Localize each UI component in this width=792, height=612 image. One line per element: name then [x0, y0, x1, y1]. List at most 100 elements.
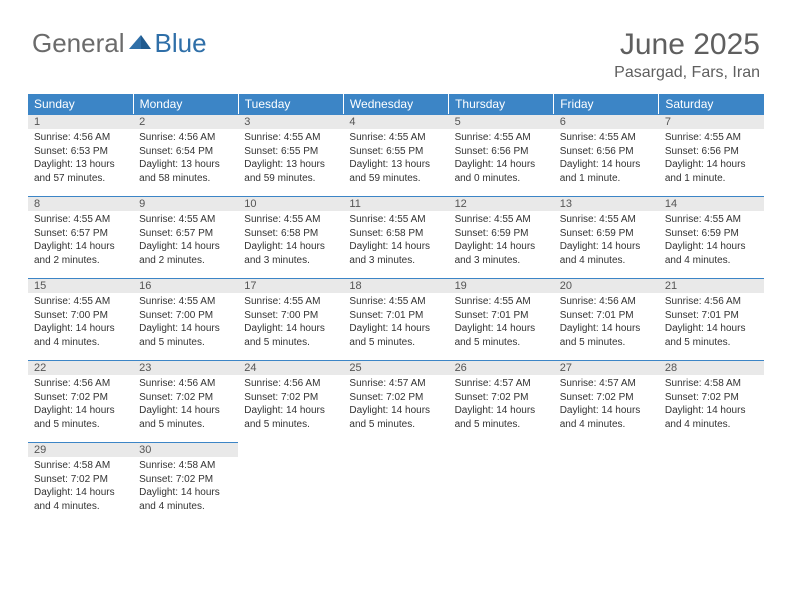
calendar-cell: 2Sunrise: 4:56 AMSunset: 6:54 PMDaylight… [133, 114, 238, 196]
sunrise-line: Sunrise: 4:55 AM [455, 131, 548, 145]
day-body: Sunrise: 4:55 AMSunset: 6:56 PMDaylight:… [659, 129, 764, 189]
day-number: 4 [343, 114, 448, 129]
sunset-line: Sunset: 7:02 PM [244, 391, 337, 405]
daylight-line: Daylight: 14 hours and 5 minutes. [139, 404, 232, 431]
calendar-cell: 18Sunrise: 4:55 AMSunset: 7:01 PMDayligh… [343, 278, 448, 360]
calendar-cell [343, 442, 448, 524]
calendar-cell: 26Sunrise: 4:57 AMSunset: 7:02 PMDayligh… [449, 360, 554, 442]
day-number: 19 [449, 278, 554, 293]
day-number: 12 [449, 196, 554, 211]
daylight-line: Daylight: 14 hours and 4 minutes. [560, 404, 653, 431]
sunrise-line: Sunrise: 4:55 AM [665, 213, 758, 227]
sunset-line: Sunset: 7:02 PM [665, 391, 758, 405]
day-number: 24 [238, 360, 343, 375]
daylight-line: Daylight: 14 hours and 4 minutes. [665, 404, 758, 431]
sunrise-line: Sunrise: 4:56 AM [665, 295, 758, 309]
day-number: 11 [343, 196, 448, 211]
calendar-cell: 1Sunrise: 4:56 AMSunset: 6:53 PMDaylight… [28, 114, 133, 196]
day-body: Sunrise: 4:58 AMSunset: 7:02 PMDaylight:… [659, 375, 764, 435]
calendar-cell [238, 442, 343, 524]
calendar-cell: 22Sunrise: 4:56 AMSunset: 7:02 PMDayligh… [28, 360, 133, 442]
sunset-line: Sunset: 6:59 PM [455, 227, 548, 241]
calendar-row: 1Sunrise: 4:56 AMSunset: 6:53 PMDaylight… [28, 114, 764, 196]
calendar-cell: 20Sunrise: 4:56 AMSunset: 7:01 PMDayligh… [554, 278, 659, 360]
day-body: Sunrise: 4:57 AMSunset: 7:02 PMDaylight:… [554, 375, 659, 435]
sunrise-line: Sunrise: 4:58 AM [34, 459, 127, 473]
weekday-header: Saturday [659, 94, 764, 114]
day-body: Sunrise: 4:55 AMSunset: 6:55 PMDaylight:… [238, 129, 343, 189]
day-body: Sunrise: 4:55 AMSunset: 6:56 PMDaylight:… [449, 129, 554, 189]
sunrise-line: Sunrise: 4:55 AM [349, 295, 442, 309]
sunset-line: Sunset: 7:02 PM [455, 391, 548, 405]
daylight-line: Daylight: 14 hours and 5 minutes. [455, 404, 548, 431]
sunset-line: Sunset: 6:58 PM [349, 227, 442, 241]
sunrise-line: Sunrise: 4:55 AM [244, 213, 337, 227]
daylight-line: Daylight: 14 hours and 5 minutes. [560, 322, 653, 349]
sunrise-line: Sunrise: 4:57 AM [560, 377, 653, 391]
sunset-line: Sunset: 7:02 PM [34, 391, 127, 405]
sunset-line: Sunset: 7:01 PM [665, 309, 758, 323]
sunset-line: Sunset: 6:57 PM [34, 227, 127, 241]
daylight-line: Daylight: 14 hours and 5 minutes. [665, 322, 758, 349]
calendar-cell: 28Sunrise: 4:58 AMSunset: 7:02 PMDayligh… [659, 360, 764, 442]
calendar-cell: 13Sunrise: 4:55 AMSunset: 6:59 PMDayligh… [554, 196, 659, 278]
sunset-line: Sunset: 6:53 PM [34, 145, 127, 159]
day-number: 2 [133, 114, 238, 129]
sunrise-line: Sunrise: 4:55 AM [560, 131, 653, 145]
daylight-line: Daylight: 14 hours and 4 minutes. [34, 486, 127, 513]
day-number: 28 [659, 360, 764, 375]
day-number: 13 [554, 196, 659, 211]
day-body: Sunrise: 4:55 AMSunset: 6:58 PMDaylight:… [238, 211, 343, 271]
day-number: 10 [238, 196, 343, 211]
location-text: Pasargad, Fars, Iran [614, 64, 760, 82]
daylight-line: Daylight: 14 hours and 5 minutes. [455, 322, 548, 349]
day-number: 23 [133, 360, 238, 375]
day-number: 14 [659, 196, 764, 211]
sunset-line: Sunset: 7:00 PM [244, 309, 337, 323]
day-number: 17 [238, 278, 343, 293]
day-number: 20 [554, 278, 659, 293]
sunset-line: Sunset: 7:02 PM [34, 473, 127, 487]
calendar-cell: 29Sunrise: 4:58 AMSunset: 7:02 PMDayligh… [28, 442, 133, 524]
calendar-cell: 27Sunrise: 4:57 AMSunset: 7:02 PMDayligh… [554, 360, 659, 442]
daylight-line: Daylight: 14 hours and 1 minute. [560, 158, 653, 185]
calendar-cell: 9Sunrise: 4:55 AMSunset: 6:57 PMDaylight… [133, 196, 238, 278]
day-number: 27 [554, 360, 659, 375]
daylight-line: Daylight: 14 hours and 3 minutes. [349, 240, 442, 267]
sunrise-line: Sunrise: 4:55 AM [244, 131, 337, 145]
daylight-line: Daylight: 13 hours and 58 minutes. [139, 158, 232, 185]
day-body: Sunrise: 4:55 AMSunset: 6:59 PMDaylight:… [554, 211, 659, 271]
daylight-line: Daylight: 14 hours and 4 minutes. [560, 240, 653, 267]
sunset-line: Sunset: 6:56 PM [665, 145, 758, 159]
weekday-header-row: SundayMondayTuesdayWednesdayThursdayFrid… [28, 94, 764, 114]
calendar-cell: 25Sunrise: 4:57 AMSunset: 7:02 PMDayligh… [343, 360, 448, 442]
day-body: Sunrise: 4:55 AMSunset: 7:00 PMDaylight:… [28, 293, 133, 353]
calendar-cell: 7Sunrise: 4:55 AMSunset: 6:56 PMDaylight… [659, 114, 764, 196]
sunset-line: Sunset: 7:02 PM [560, 391, 653, 405]
sunrise-line: Sunrise: 4:56 AM [34, 377, 127, 391]
day-body: Sunrise: 4:55 AMSunset: 6:55 PMDaylight:… [343, 129, 448, 189]
calendar-row: 29Sunrise: 4:58 AMSunset: 7:02 PMDayligh… [28, 442, 764, 524]
sunrise-line: Sunrise: 4:55 AM [560, 213, 653, 227]
weekday-header: Tuesday [238, 94, 343, 114]
calendar-cell: 10Sunrise: 4:55 AMSunset: 6:58 PMDayligh… [238, 196, 343, 278]
calendar-cell: 16Sunrise: 4:55 AMSunset: 7:00 PMDayligh… [133, 278, 238, 360]
sunset-line: Sunset: 7:01 PM [455, 309, 548, 323]
day-number: 16 [133, 278, 238, 293]
title-block: June 2025 Pasargad, Fars, Iran [614, 28, 760, 82]
sunrise-line: Sunrise: 4:55 AM [665, 131, 758, 145]
calendar-cell: 24Sunrise: 4:56 AMSunset: 7:02 PMDayligh… [238, 360, 343, 442]
day-body: Sunrise: 4:56 AMSunset: 6:54 PMDaylight:… [133, 129, 238, 189]
daylight-line: Daylight: 14 hours and 4 minutes. [139, 486, 232, 513]
day-body: Sunrise: 4:55 AMSunset: 7:00 PMDaylight:… [238, 293, 343, 353]
daylight-line: Daylight: 14 hours and 4 minutes. [34, 322, 127, 349]
day-body: Sunrise: 4:55 AMSunset: 7:01 PMDaylight:… [449, 293, 554, 353]
day-body: Sunrise: 4:56 AMSunset: 7:02 PMDaylight:… [28, 375, 133, 435]
calendar-cell: 30Sunrise: 4:58 AMSunset: 7:02 PMDayligh… [133, 442, 238, 524]
day-body: Sunrise: 4:55 AMSunset: 6:57 PMDaylight:… [133, 211, 238, 271]
sunset-line: Sunset: 7:02 PM [139, 473, 232, 487]
day-number: 7 [659, 114, 764, 129]
day-number: 30 [133, 442, 238, 457]
sunset-line: Sunset: 6:57 PM [139, 227, 232, 241]
calendar-cell: 6Sunrise: 4:55 AMSunset: 6:56 PMDaylight… [554, 114, 659, 196]
